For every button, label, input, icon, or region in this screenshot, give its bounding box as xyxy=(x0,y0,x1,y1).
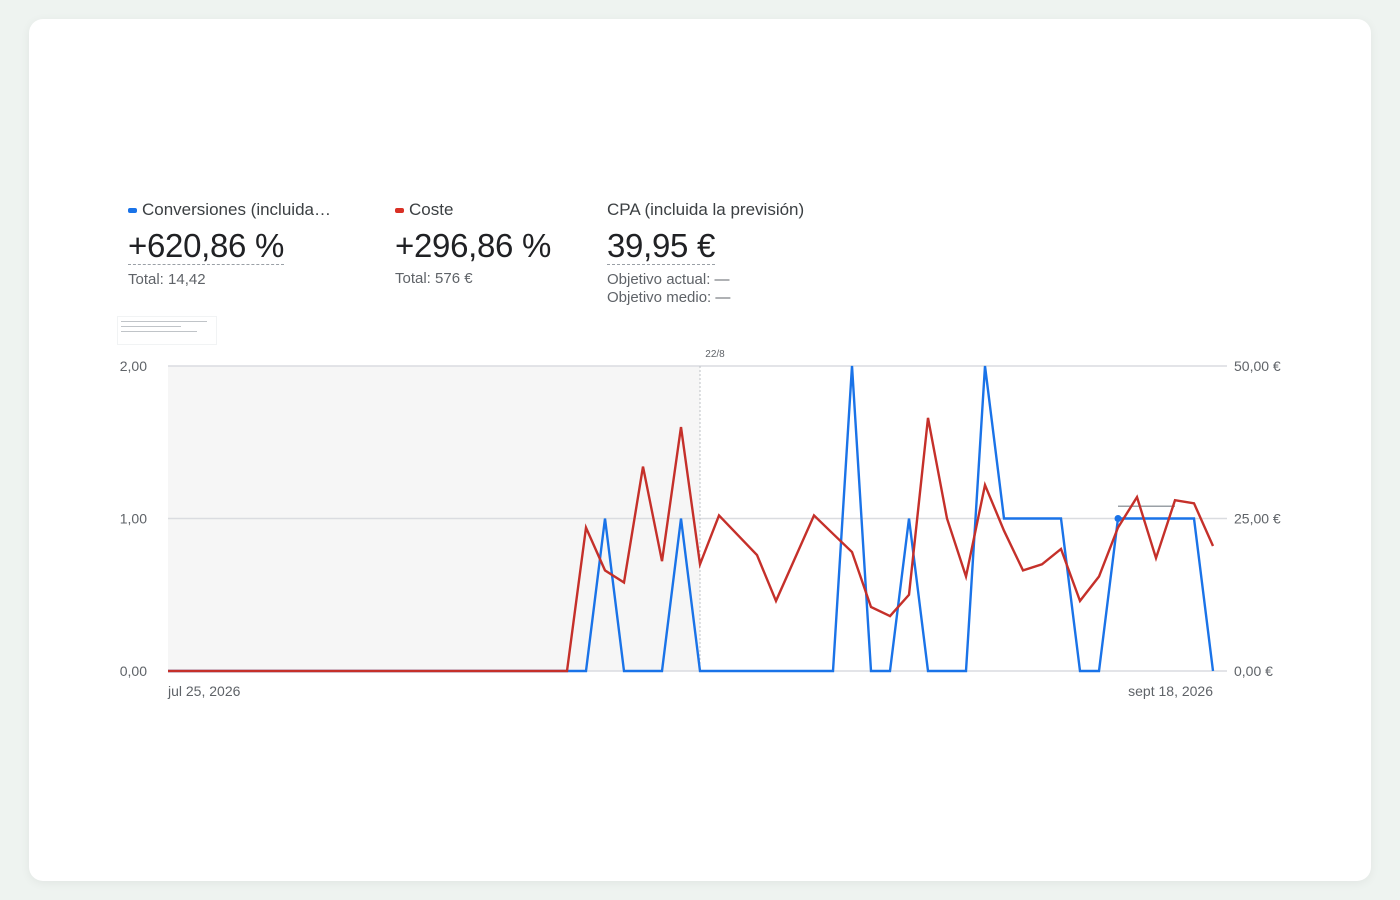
x-axis-start-label: jul 25, 2026 xyxy=(167,683,241,699)
cost-legend-dot xyxy=(395,207,404,213)
right-axis-tick-label: 50,00 € xyxy=(1234,358,1281,374)
metric-cost-label: Coste xyxy=(395,200,551,220)
cpa-value: 39,95 € xyxy=(607,227,716,265)
cost-total: Total: 576 € xyxy=(395,270,473,287)
right-axis-tick-label: 0,00 € xyxy=(1234,663,1273,679)
cost-label-text: Coste xyxy=(409,200,454,219)
date-marker-label: 22/8 xyxy=(705,349,725,360)
conversions-legend-dot xyxy=(128,207,137,213)
conversions-label-text: Conversiones (incluida… xyxy=(142,200,331,219)
left-axis-ticks: 0,00 1,00 2,00 xyxy=(120,358,147,679)
x-axis-end-label: sept 18, 2026 xyxy=(1128,683,1213,699)
conversions-change-value: +620,86 % xyxy=(128,227,285,265)
performance-chart: 22/8 0,00 1,00 2,00 0,00 € 25,00 € 50,00 € j… xyxy=(120,349,1281,699)
series-lines xyxy=(168,365,1215,673)
left-axis-tick-label: 0,00 xyxy=(120,663,147,679)
metric-cpa-label: CPA (incluida la previsión) xyxy=(607,200,804,220)
left-axis-tick-label: 2,00 xyxy=(120,358,147,374)
conversions-highlight-point xyxy=(1114,515,1122,522)
metric-cpa[interactable]: CPA (incluida la previsión) 39,95 € Obje… xyxy=(607,200,804,307)
cpa-target-current: Objetivo actual: — xyxy=(607,271,730,288)
cpa-target-average: Objetivo medio: — xyxy=(607,289,731,306)
right-axis-ticks: 0,00 € 25,00 € 50,00 € xyxy=(1234,358,1281,679)
cpa-label-text: CPA (incluida la previsión) xyxy=(607,200,805,219)
cost-series-line xyxy=(168,417,1215,673)
cost-change-value: +296,86 % xyxy=(395,227,552,264)
tiny-note-thumbnail xyxy=(117,316,217,345)
conversions-total: Total: 14,42 xyxy=(128,271,206,288)
conversions-series-line xyxy=(168,365,1215,673)
metric-conversions[interactable]: Conversiones (incluida… +620,86 % Total:… xyxy=(128,200,331,289)
metric-conversions-label: Conversiones (incluida… xyxy=(128,200,331,220)
left-axis-tick-label: 1,00 xyxy=(120,511,147,527)
chart-card: Conversiones (incluida… +620,86 % Total:… xyxy=(29,19,1371,881)
right-axis-tick-label: 25,00 € xyxy=(1234,511,1281,527)
metric-cost[interactable]: Coste +296,86 % Total: 576 € xyxy=(395,200,551,288)
